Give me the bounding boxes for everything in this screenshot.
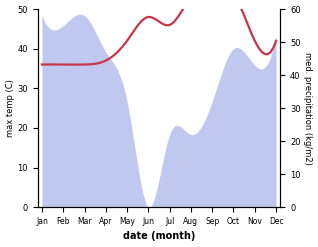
Y-axis label: med. precipitation (kg/m2): med. precipitation (kg/m2) bbox=[303, 52, 313, 165]
Y-axis label: max temp (C): max temp (C) bbox=[5, 79, 15, 137]
X-axis label: date (month): date (month) bbox=[123, 231, 195, 242]
